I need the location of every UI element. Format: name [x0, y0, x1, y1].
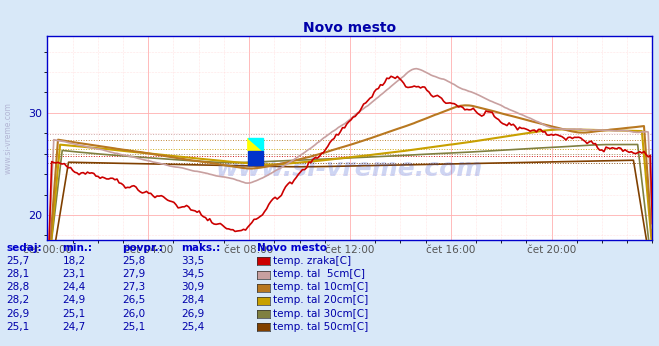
Text: www.si-vreme.com: www.si-vreme.com [216, 157, 484, 181]
Text: temp. tal  5cm[C]: temp. tal 5cm[C] [273, 269, 366, 279]
Text: 28,1: 28,1 [7, 269, 30, 279]
Text: 25,8: 25,8 [122, 256, 145, 266]
Title: Novo mesto: Novo mesto [303, 21, 397, 35]
Text: temp. tal 30cm[C]: temp. tal 30cm[C] [273, 309, 369, 319]
Text: 25,1: 25,1 [122, 322, 145, 332]
Text: 23,1: 23,1 [63, 269, 86, 279]
Text: povpr.:: povpr.: [122, 243, 163, 253]
Text: 25,1: 25,1 [63, 309, 86, 319]
Text: 25,4: 25,4 [181, 322, 204, 332]
Text: 18,2: 18,2 [63, 256, 86, 266]
Polygon shape [248, 138, 263, 151]
Text: 26,9: 26,9 [7, 309, 30, 319]
Text: temp. tal 20cm[C]: temp. tal 20cm[C] [273, 295, 369, 306]
Text: 25,1: 25,1 [7, 322, 30, 332]
Text: Novo mesto: Novo mesto [257, 243, 327, 253]
Text: 33,5: 33,5 [181, 256, 204, 266]
Text: 28,2: 28,2 [7, 295, 30, 306]
Text: sedaj:: sedaj: [7, 243, 42, 253]
Text: 24,7: 24,7 [63, 322, 86, 332]
Text: temp. tal 50cm[C]: temp. tal 50cm[C] [273, 322, 369, 332]
Text: temp. tal 10cm[C]: temp. tal 10cm[C] [273, 282, 369, 292]
Text: 24,4: 24,4 [63, 282, 86, 292]
Text: 34,5: 34,5 [181, 269, 204, 279]
Text: maks.:: maks.: [181, 243, 221, 253]
Text: 26,9: 26,9 [181, 309, 204, 319]
Text: temp. zraka[C]: temp. zraka[C] [273, 256, 352, 266]
Text: 25,7: 25,7 [7, 256, 30, 266]
Text: 30,9: 30,9 [181, 282, 204, 292]
Text: 27,3: 27,3 [122, 282, 145, 292]
Text: www.si-vreme.com: www.si-vreme.com [3, 102, 13, 174]
Text: 26,5: 26,5 [122, 295, 145, 306]
Text: 28,8: 28,8 [7, 282, 30, 292]
Polygon shape [248, 138, 263, 151]
Bar [248, 151, 263, 165]
Text: 28,4: 28,4 [181, 295, 204, 306]
Text: min.:: min.: [63, 243, 93, 253]
Text: 27,9: 27,9 [122, 269, 145, 279]
Text: 26,0: 26,0 [122, 309, 145, 319]
Text: 24,9: 24,9 [63, 295, 86, 306]
